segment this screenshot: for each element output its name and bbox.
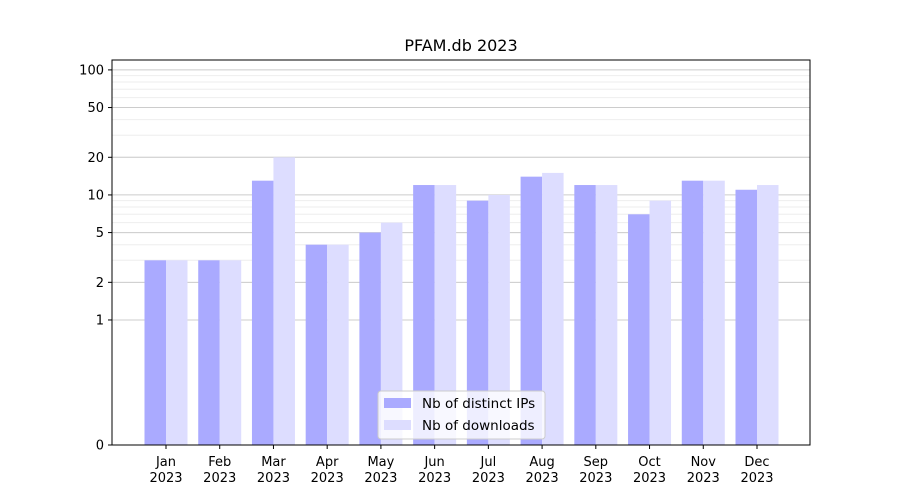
- x-tick-label-month: Apr: [316, 455, 339, 470]
- bar-downloads-apr: [327, 244, 349, 445]
- x-tick-label-month: Sep: [584, 455, 609, 470]
- x-tick-label-year: 2023: [526, 471, 559, 486]
- bar-downloads-jun: [434, 185, 457, 445]
- x-tick-label-year: 2023: [364, 471, 397, 486]
- x-tick-label-month: Mar: [261, 455, 286, 470]
- bar-downloads-jul: [488, 194, 510, 445]
- bar-downloads-jan: [166, 260, 188, 445]
- bar-downloads-aug: [542, 172, 564, 445]
- x-tick-label-month: Dec: [744, 455, 769, 470]
- legend-swatch-downloads: [384, 420, 411, 430]
- x-tick-label-year: 2023: [633, 471, 666, 486]
- chart-title: PFAM.db 2023: [404, 36, 517, 55]
- x-tick-label-month: May: [367, 455, 394, 470]
- x-tick-label-year: 2023: [740, 471, 773, 486]
- bar-downloads-sep: [595, 185, 618, 445]
- x-tick-label-month: Aug: [529, 455, 554, 470]
- bar-distinct-ips-dec: [735, 189, 757, 445]
- x-tick-label-month: Jun: [423, 455, 444, 470]
- legend-box: [377, 390, 546, 440]
- x-tick-label-month: Jul: [480, 455, 497, 470]
- x-tick-label-year: 2023: [579, 471, 612, 486]
- bar-distinct-ips-jun: [413, 185, 435, 445]
- legend-swatch-distinct-ips: [384, 398, 411, 408]
- bar-distinct-ips-oct: [628, 214, 650, 445]
- y-axis: 0 1 2 5 10 20 50 100: [79, 63, 112, 454]
- legend: Nb of distinct IPs Nb of downloads: [377, 390, 546, 440]
- plot-frame: [111, 59, 811, 446]
- bar-downloads-mar: [273, 157, 295, 445]
- bar-downloads-nov: [703, 180, 725, 445]
- bar-distinct-ips-jan: [144, 260, 166, 445]
- bar-downloads-oct: [649, 200, 672, 445]
- x-tick-label-year: 2023: [257, 471, 290, 486]
- y-tick-label: 0: [96, 439, 104, 454]
- x-tick-label-year: 2023: [203, 471, 236, 486]
- bar-downloads-may: [380, 222, 403, 445]
- x-tick-label-year: 2023: [472, 471, 505, 486]
- legend-label-downloads: Nb of downloads: [422, 418, 535, 434]
- grid-lines: [112, 69, 810, 446]
- y-tick-label: 10: [87, 188, 104, 203]
- bars: [144, 157, 779, 445]
- x-tick-label-month: Oct: [638, 455, 660, 470]
- x-tick-label-month: Jan: [155, 455, 176, 470]
- x-tick-label-year: 2023: [311, 471, 344, 486]
- bar-downloads-dec: [757, 185, 779, 445]
- x-tick-label-year: 2023: [149, 471, 182, 486]
- x-tick-label-year: 2023: [418, 471, 451, 486]
- bar-distinct-ips-apr: [305, 244, 328, 445]
- bar-distinct-ips-nov: [681, 180, 704, 445]
- legend-label-distinct-ips: Nb of distinct IPs: [422, 396, 535, 412]
- bar-distinct-ips-may: [359, 232, 381, 445]
- y-tick-label: 2: [96, 276, 104, 291]
- x-tick-label-year: 2023: [687, 471, 720, 486]
- y-tick-label: 20: [87, 151, 104, 166]
- bar-distinct-ips-sep: [574, 185, 596, 445]
- x-tick-label-month: Nov: [691, 455, 717, 470]
- y-tick-label: 5: [96, 226, 104, 241]
- bar-distinct-ips-jul: [466, 200, 489, 445]
- bar-distinct-ips-feb: [198, 260, 220, 445]
- y-tick-label: 100: [79, 63, 104, 78]
- x-tick-label-month: Feb: [208, 455, 231, 470]
- bar-distinct-ips-mar: [251, 180, 274, 445]
- bar-downloads-feb: [219, 260, 242, 445]
- x-axis: Jan2023Feb2023Mar2023Apr2023May2023Jun20…: [149, 445, 774, 486]
- y-tick-label: 50: [87, 101, 104, 116]
- bar-distinct-ips-aug: [520, 176, 543, 445]
- y-tick-label: 1: [96, 313, 104, 328]
